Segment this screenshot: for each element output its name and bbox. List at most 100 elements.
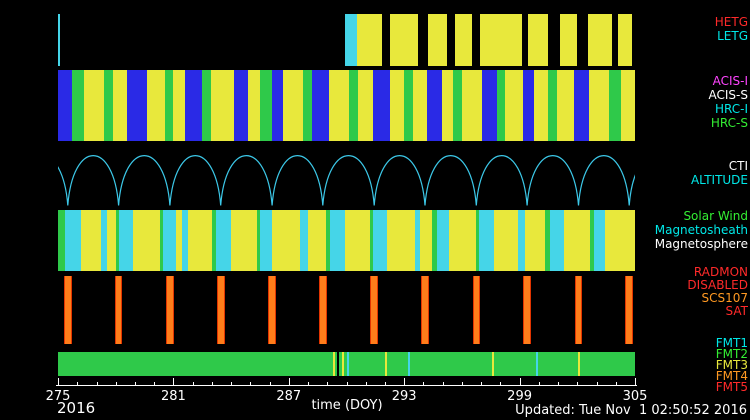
regions-stripe	[590, 210, 595, 271]
radzone-stripe	[268, 276, 276, 344]
regions-stripe	[475, 210, 480, 271]
x-minor-tick	[231, 382, 233, 385]
regions-stripe	[431, 210, 438, 271]
instruments-stripe	[283, 70, 304, 141]
instruments-stripe	[427, 70, 443, 141]
format-mark	[578, 352, 580, 376]
grating-segment	[588, 14, 612, 66]
x-minor-tick	[134, 382, 136, 385]
row-label-scs107: SCS107	[701, 291, 748, 305]
regions-stripe	[525, 210, 546, 271]
regions-stripe	[115, 210, 120, 271]
regions-stripe	[308, 210, 327, 271]
instruments-stripe	[164, 70, 174, 141]
regions-stripe	[81, 210, 102, 271]
x-major-tick	[519, 378, 521, 385]
regions-stripe	[64, 210, 82, 271]
instruments-stripe	[404, 70, 414, 141]
radzone-stripe	[472, 276, 481, 344]
instruments-stripe	[271, 70, 284, 141]
instruments-stripe	[58, 70, 73, 141]
instruments-stripe	[84, 70, 105, 141]
radzone-stripe	[421, 276, 429, 344]
x-tick-label: 287	[276, 389, 302, 404]
x-axis-line	[56, 385, 637, 386]
regions-band	[58, 210, 635, 271]
radzone-stripe	[625, 276, 634, 344]
regions-stripe	[414, 210, 421, 271]
altitude-band	[58, 146, 635, 206]
regions-stripe	[518, 210, 526, 271]
row-label-disabled: DISABLED	[687, 278, 748, 292]
grating-segment	[560, 14, 578, 66]
instruments-stripe	[441, 70, 454, 141]
instruments-stripe	[496, 70, 506, 141]
instruments-stripe	[557, 70, 575, 141]
radzone-stripe	[523, 276, 531, 344]
altitude-curve	[58, 155, 635, 206]
instruments-stripe	[548, 70, 558, 141]
row-label-magnetosphere: Magnetosphere	[654, 237, 748, 251]
x-minor-tick	[558, 382, 560, 385]
grating-segment	[344, 14, 357, 66]
regions-stripe	[188, 210, 213, 271]
x-minor-tick	[461, 382, 463, 385]
instruments-stripe	[588, 70, 610, 141]
x-minor-tick	[327, 382, 329, 385]
x-minor-tick	[346, 382, 348, 385]
instruments-stripe	[389, 70, 405, 141]
regions-stripe	[106, 210, 117, 271]
x-major-tick	[173, 378, 175, 385]
format-mark	[408, 352, 411, 376]
regions-stripe	[133, 210, 161, 271]
instruments-stripe	[522, 70, 535, 141]
regions-stripe	[211, 210, 217, 271]
radzone-stripe	[64, 276, 72, 344]
x-minor-tick	[269, 382, 271, 385]
grating-segment	[528, 14, 548, 66]
instruments-stripe	[303, 70, 313, 141]
x-minor-tick	[481, 382, 483, 385]
row-label-fmt2: FMT2	[715, 347, 748, 361]
format-mark	[492, 352, 495, 376]
row-label-acis-s: ACIS-S	[708, 88, 748, 102]
regions-stripe	[325, 210, 331, 271]
row-label-fmt4: FMT4	[715, 369, 748, 383]
regions-stripe	[373, 210, 388, 271]
x-major-tick	[58, 378, 59, 385]
row-label-hetg: HETG	[714, 15, 748, 29]
grating-band	[58, 14, 635, 66]
format-mark	[346, 352, 349, 376]
instruments-stripe	[112, 70, 128, 141]
year-label: 2016	[57, 399, 96, 417]
instruments-stripe	[210, 70, 235, 141]
radiation-band	[58, 276, 635, 344]
regions-stripe	[345, 210, 371, 271]
instruments-stripe	[147, 70, 166, 141]
regions-stripe	[175, 210, 183, 271]
regions-stripe	[100, 210, 108, 271]
x-minor-tick	[115, 382, 117, 385]
x-tick-label: 299	[507, 389, 532, 404]
radzone-stripe	[114, 276, 123, 344]
grating-segment	[618, 14, 633, 66]
x-minor-tick	[423, 382, 425, 385]
row-label-fmt1: FMT1	[715, 336, 748, 350]
radzone-stripe	[370, 276, 378, 344]
x-minor-tick	[596, 382, 598, 385]
regions-stripe	[163, 210, 177, 271]
row-label-cti: CTI	[728, 159, 748, 173]
regions-stripe	[494, 210, 519, 271]
regions-stripe	[479, 210, 495, 271]
regions-stripe	[159, 210, 164, 271]
x-major-tick	[404, 378, 406, 385]
updated-timestamp: Updated: Tue Nov 1 02:50:52 2016	[515, 403, 747, 418]
x-minor-tick	[385, 382, 386, 385]
row-label-acis-i: ACIS-I	[712, 74, 748, 88]
x-minor-tick	[577, 382, 579, 385]
grating-segment	[356, 14, 383, 66]
regions-stripe	[271, 210, 301, 271]
regions-stripe	[593, 210, 606, 271]
grating-segment	[427, 14, 447, 66]
